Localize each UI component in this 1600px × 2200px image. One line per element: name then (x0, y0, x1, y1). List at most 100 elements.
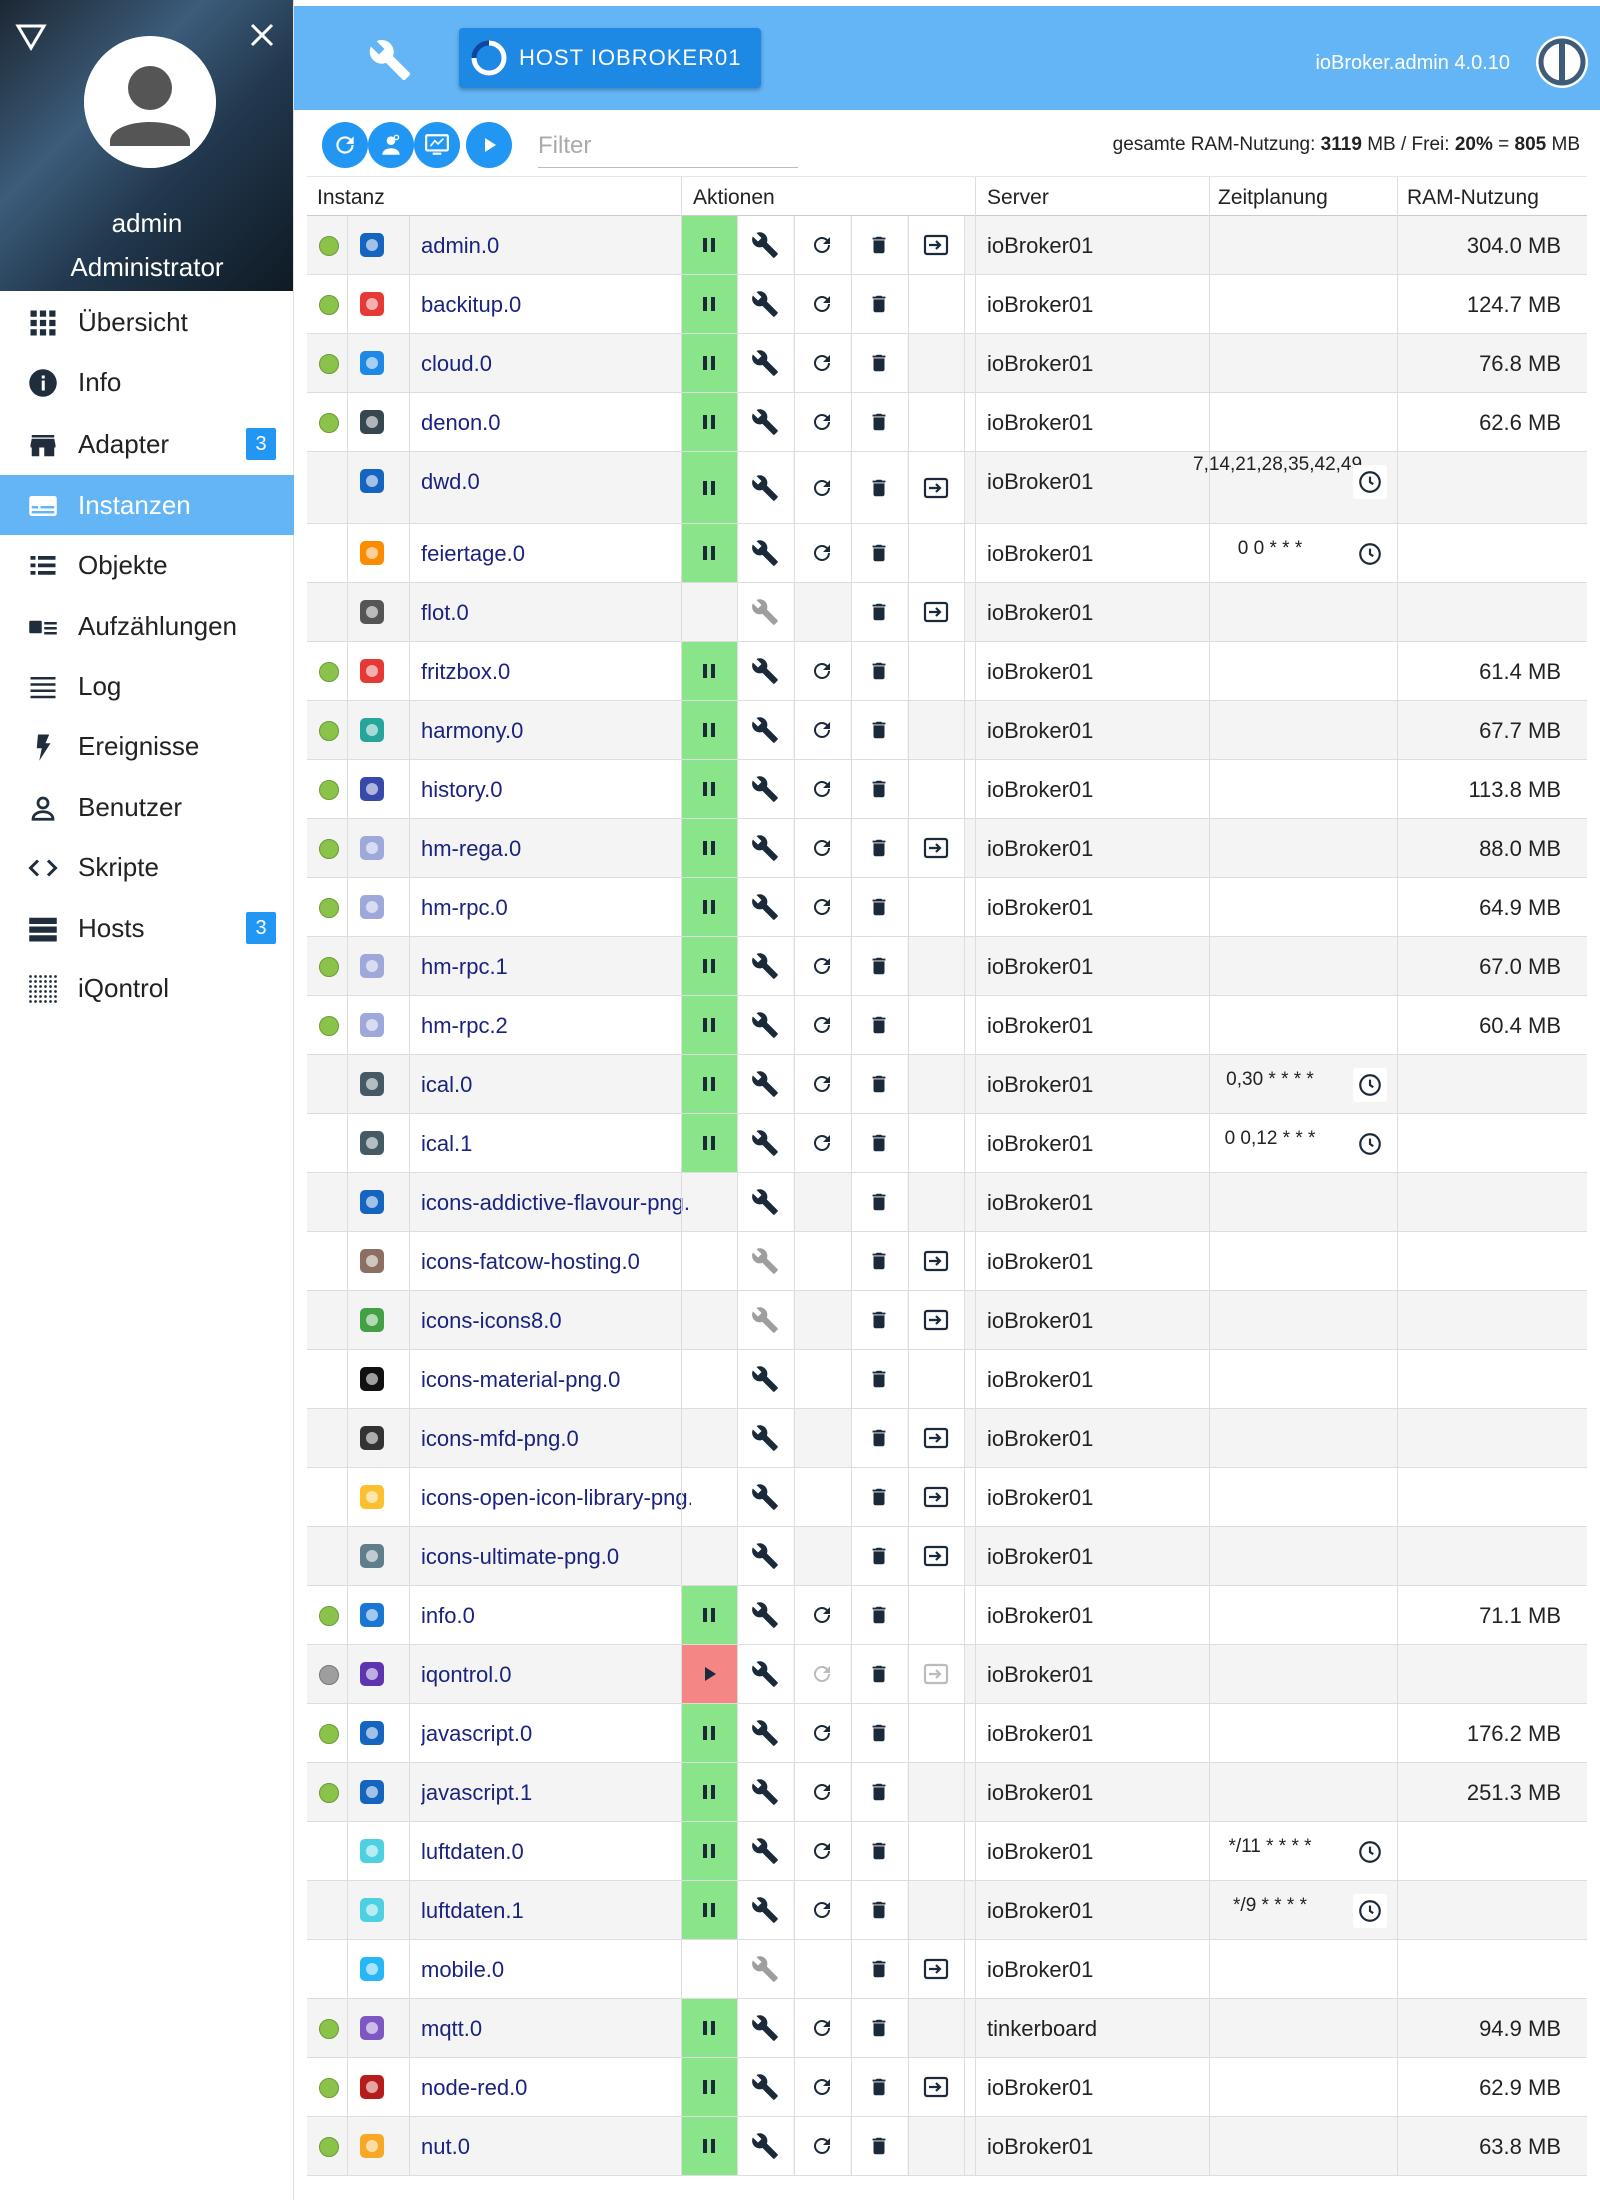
restart-button[interactable] (794, 760, 850, 818)
pause-button[interactable] (681, 1586, 737, 1644)
instance-name[interactable]: hm-rpc.0 (421, 895, 508, 920)
settings-button[interactable] (737, 2058, 793, 2116)
settings-button[interactable] (737, 1822, 793, 1880)
settings-button[interactable] (737, 452, 793, 523)
settings-button[interactable] (737, 760, 793, 818)
instance-name[interactable]: harmony.0 (421, 718, 524, 743)
host-button[interactable]: HOST IOBROKER01 (459, 28, 761, 88)
restart-button[interactable] (794, 1114, 850, 1172)
sidebar-item-benutzer[interactable]: Benutzer (0, 777, 294, 837)
delete-button[interactable] (851, 2058, 907, 2116)
restart-button[interactable] (794, 2058, 850, 2116)
settings-button[interactable] (737, 701, 793, 759)
settings-button[interactable] (737, 819, 793, 877)
instance-name[interactable]: dwd.0 (421, 469, 480, 494)
delete-button[interactable] (851, 1291, 907, 1349)
delete-button[interactable] (851, 760, 907, 818)
delete-button[interactable] (851, 1586, 907, 1644)
delete-button[interactable] (851, 1940, 907, 1998)
settings-button[interactable] (737, 1291, 793, 1349)
pause-button[interactable] (681, 393, 737, 451)
delete-button[interactable] (851, 583, 907, 641)
delete-button[interactable] (851, 819, 907, 877)
settings-button[interactable] (737, 524, 793, 582)
delete-button[interactable] (851, 216, 907, 274)
pause-button[interactable] (681, 334, 737, 392)
schedule-edit-button[interactable] (1353, 1068, 1387, 1102)
settings-button[interactable] (737, 1527, 793, 1585)
instance-name[interactable]: luftdaten.0 (421, 1839, 524, 1864)
instance-name[interactable]: denon.0 (421, 410, 501, 435)
pause-button[interactable] (681, 216, 737, 274)
expert-mode-button[interactable] (368, 122, 414, 168)
instance-name[interactable]: javascript.1 (421, 1780, 533, 1805)
settings-button[interactable] (737, 1940, 793, 1998)
schedule-edit-button[interactable] (1353, 537, 1387, 571)
settings-button[interactable] (737, 1055, 793, 1113)
pause-button[interactable] (681, 452, 737, 523)
delete-button[interactable] (851, 1114, 907, 1172)
instance-name[interactable]: hm-rpc.1 (421, 954, 508, 979)
start-button[interactable] (681, 1645, 737, 1703)
pause-button[interactable] (681, 1763, 737, 1821)
delete-button[interactable] (851, 642, 907, 700)
settings-button[interactable] (737, 583, 793, 641)
instance-name[interactable]: cloud.0 (421, 351, 492, 376)
instance-name[interactable]: ical.1 (421, 1131, 473, 1156)
settings-button[interactable] (737, 2117, 793, 2175)
pause-button[interactable] (681, 760, 737, 818)
delete-button[interactable] (851, 1763, 907, 1821)
restart-button[interactable] (794, 1704, 850, 1762)
close-icon[interactable] (245, 18, 279, 52)
pause-button[interactable] (681, 1881, 737, 1939)
restart-button[interactable] (794, 1586, 850, 1644)
settings-button[interactable] (737, 275, 793, 333)
instance-name[interactable]: ical.0 (421, 1072, 473, 1097)
refresh-button[interactable] (322, 122, 368, 168)
collapse-menu-icon[interactable] (14, 20, 48, 54)
settings-button[interactable] (737, 216, 793, 274)
sidebar-item--bersicht[interactable]: Übersicht (0, 292, 294, 352)
pause-button[interactable] (681, 1055, 737, 1113)
pause-button[interactable] (681, 1822, 737, 1880)
start-all-button[interactable] (466, 122, 512, 168)
host-filter-button[interactable] (414, 122, 460, 168)
pause-button[interactable] (681, 1704, 737, 1762)
settings-button[interactable] (737, 878, 793, 936)
delete-button[interactable] (851, 1645, 907, 1703)
sidebar-item-instanzen[interactable]: Instanzen (0, 475, 294, 535)
wrench-icon[interactable] (368, 38, 412, 82)
instance-name[interactable]: icons-icons8.0 (421, 1308, 562, 1333)
delete-button[interactable] (851, 275, 907, 333)
pause-button[interactable] (681, 2117, 737, 2175)
restart-button[interactable] (794, 1645, 850, 1703)
open-web-button[interactable] (908, 1645, 964, 1703)
restart-button[interactable] (794, 452, 850, 523)
sidebar-item-adapter[interactable]: Adapter 3 (0, 414, 294, 474)
pause-button[interactable] (681, 1999, 737, 2057)
sidebar-item-aufz-hlungen[interactable]: Aufzählungen (0, 596, 294, 656)
restart-button[interactable] (794, 1881, 850, 1939)
settings-button[interactable] (737, 1881, 793, 1939)
filter-input[interactable] (538, 124, 798, 168)
open-web-button[interactable] (908, 819, 964, 877)
instance-name[interactable]: node-red.0 (421, 2075, 528, 2100)
settings-button[interactable] (737, 1232, 793, 1290)
settings-button[interactable] (737, 334, 793, 392)
sidebar-item-skripte[interactable]: Skripte (0, 837, 294, 897)
instance-name[interactable]: flot.0 (421, 600, 469, 625)
open-web-button[interactable] (908, 1291, 964, 1349)
delete-button[interactable] (851, 334, 907, 392)
restart-button[interactable] (794, 334, 850, 392)
open-web-button[interactable] (908, 1527, 964, 1585)
instance-name[interactable]: icons-open-icon-library-png. (421, 1485, 691, 1510)
sidebar-item-ereignisse[interactable]: Ereignisse (0, 716, 294, 776)
instance-name[interactable]: icons-ultimate-png.0 (421, 1544, 620, 1569)
sidebar-item-log[interactable]: Log (0, 656, 294, 716)
delete-button[interactable] (851, 1409, 907, 1467)
settings-button[interactable] (737, 1645, 793, 1703)
open-web-button[interactable] (908, 452, 964, 523)
restart-button[interactable] (794, 275, 850, 333)
instance-name[interactable]: backitup.0 (421, 292, 522, 317)
delete-button[interactable] (851, 1232, 907, 1290)
